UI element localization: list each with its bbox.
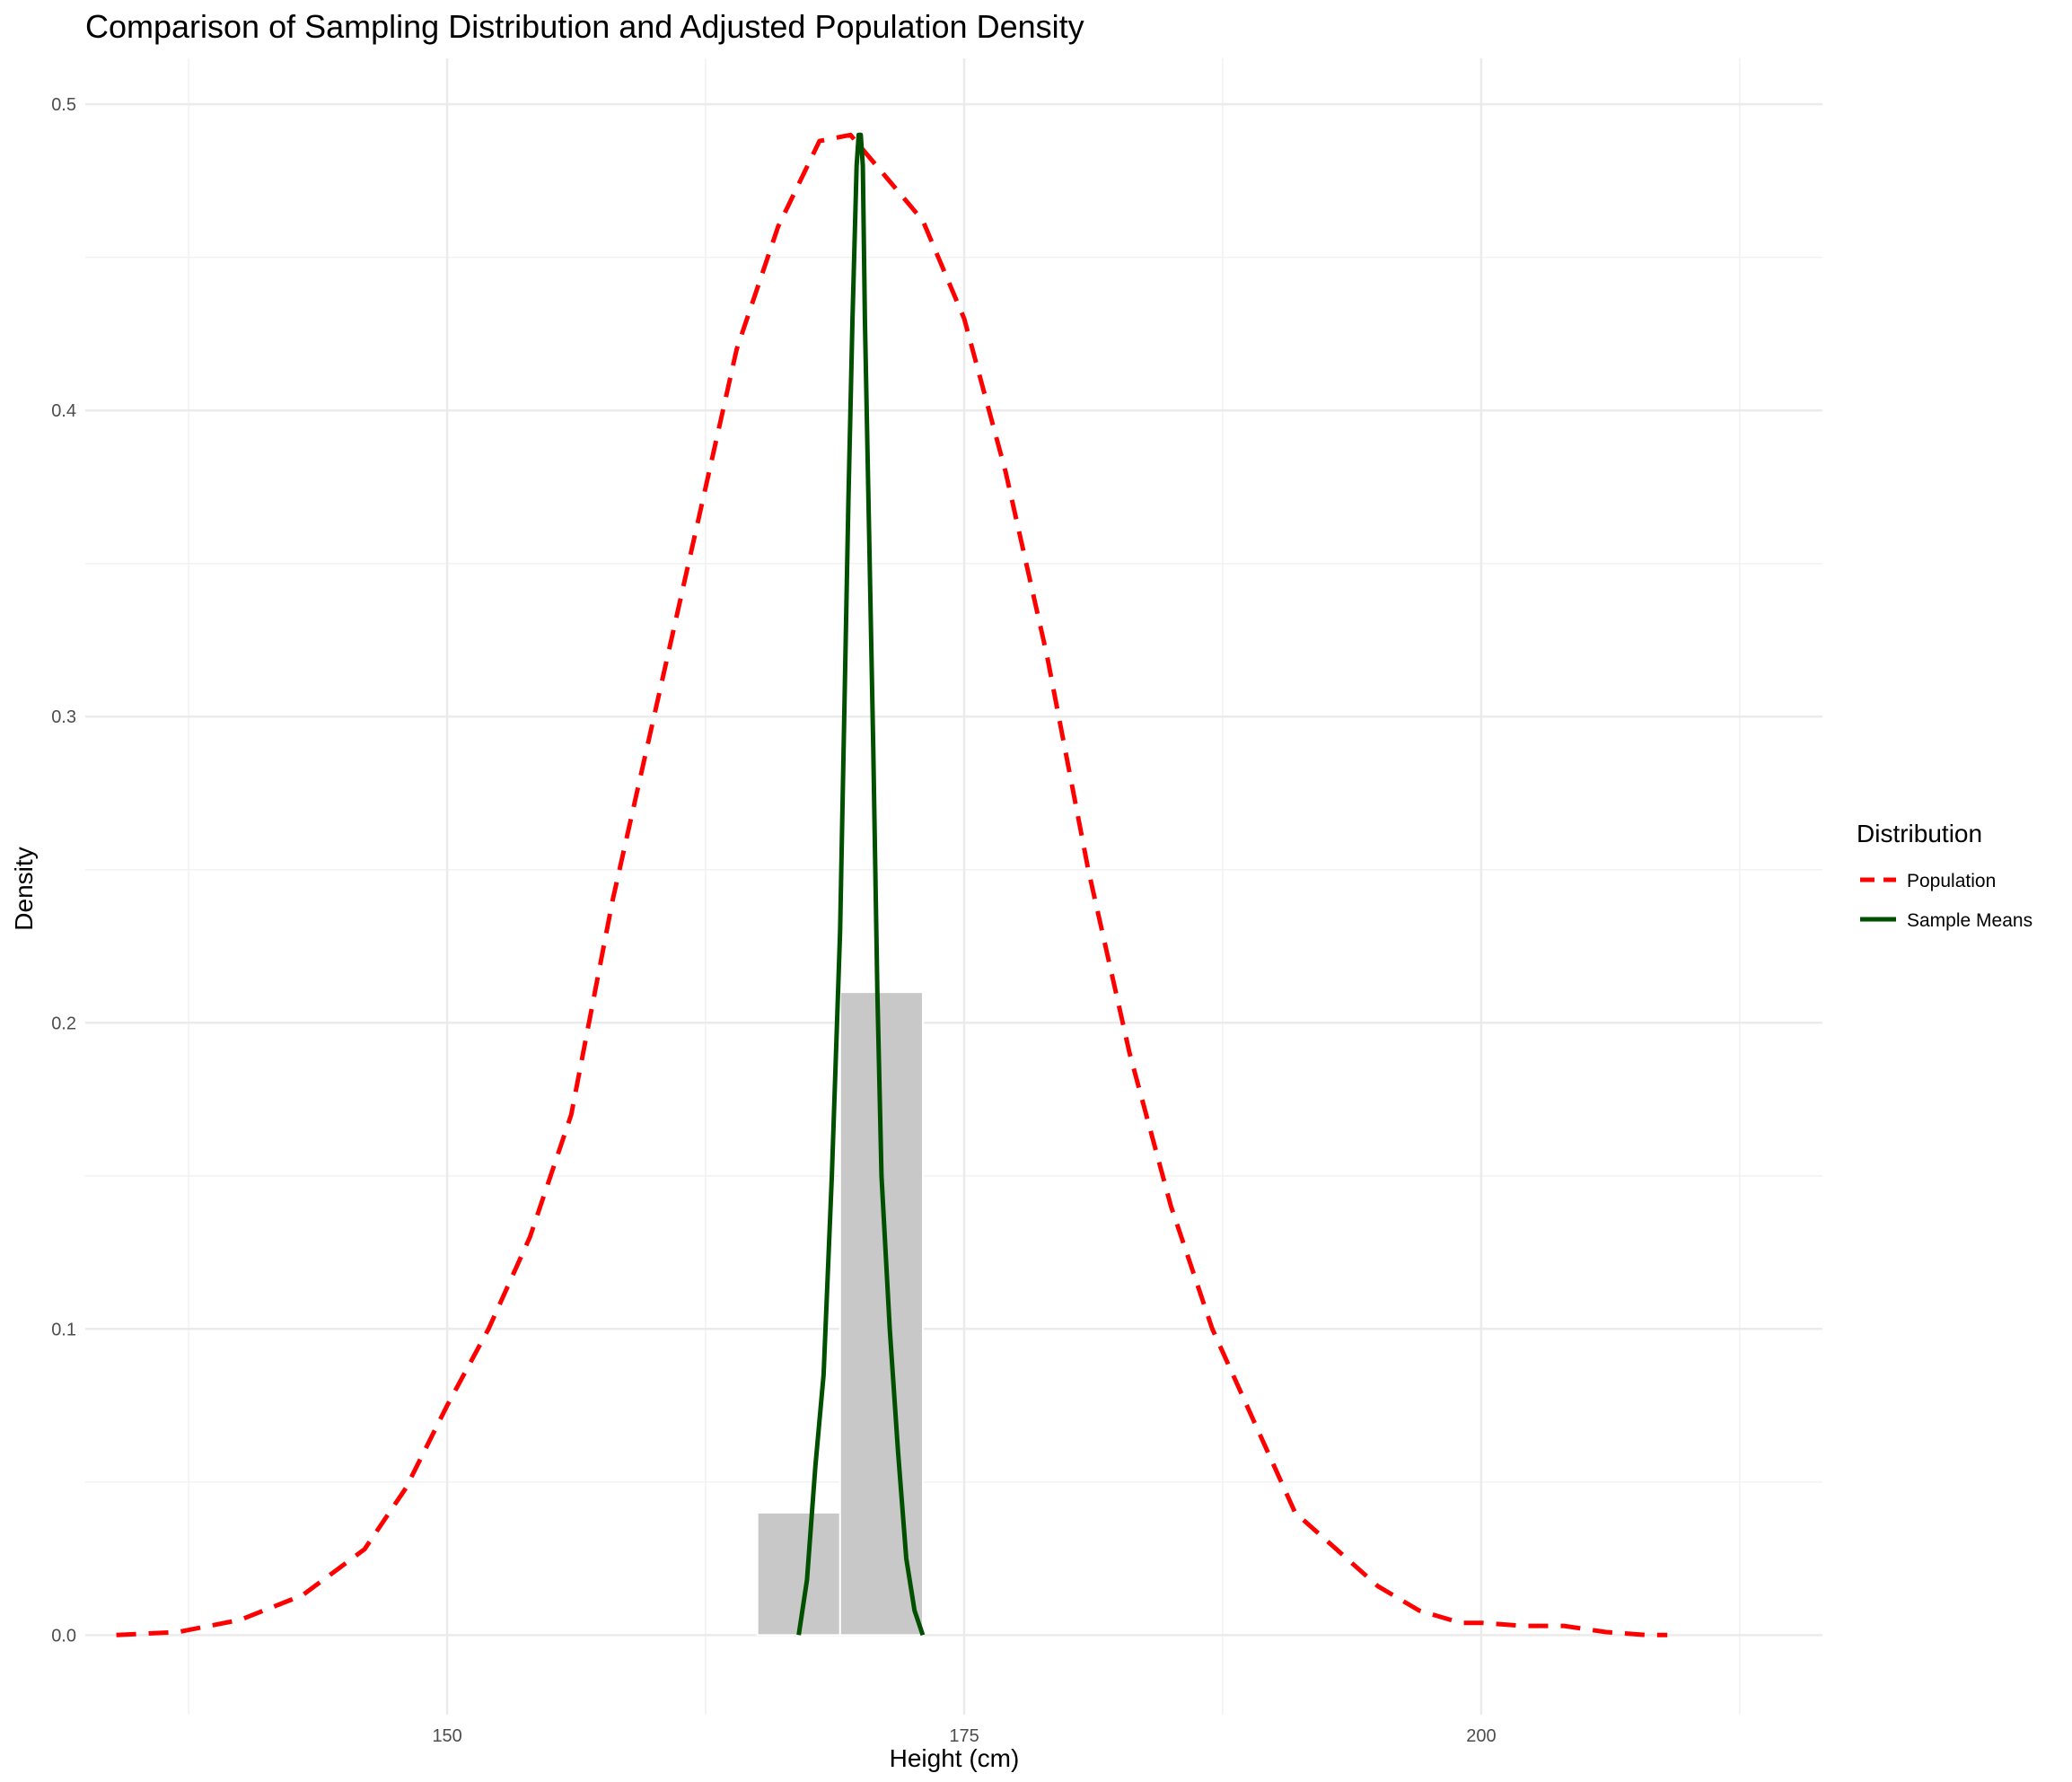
histogram-layer: [756, 991, 924, 1637]
legend-title: Distribution: [1857, 820, 1982, 847]
y-tick-label: 0.0: [51, 1626, 76, 1646]
line-layer: [116, 132, 1668, 1637]
legend-label-sample-means: Sample Means: [1907, 910, 2032, 931]
population-density-line: [116, 132, 1668, 1637]
x-axis-title: Height (cm): [890, 1744, 1020, 1772]
y-tick-label: 0.3: [51, 707, 76, 727]
legend-label-population: Population: [1907, 871, 1996, 891]
sample-means-density-line: [796, 132, 926, 1637]
chart-title: Comparison of Sampling Distribution and …: [85, 8, 1084, 45]
y-tick-label: 0.1: [51, 1320, 76, 1339]
grid-layer: [85, 58, 1822, 1715]
x-tick-label: 175: [949, 1726, 979, 1746]
x-tick-label: 150: [432, 1726, 461, 1746]
legend-entries: Population Sample Means: [1860, 871, 2032, 931]
y-axis-title: Density: [10, 847, 38, 930]
y-tick-label: 0.2: [51, 1014, 76, 1033]
y-tick-label: 0.5: [51, 95, 76, 115]
histogram-bar: [756, 1511, 841, 1637]
x-tick-label: 200: [1466, 1726, 1496, 1746]
y-tick-label: 0.4: [51, 401, 76, 421]
legend: Distribution Population Sample Means: [1857, 820, 2032, 931]
tick-label-layer: 150 175 200 0.0 0.1 0.2 0.3 0.4 0.5: [51, 95, 1496, 1746]
